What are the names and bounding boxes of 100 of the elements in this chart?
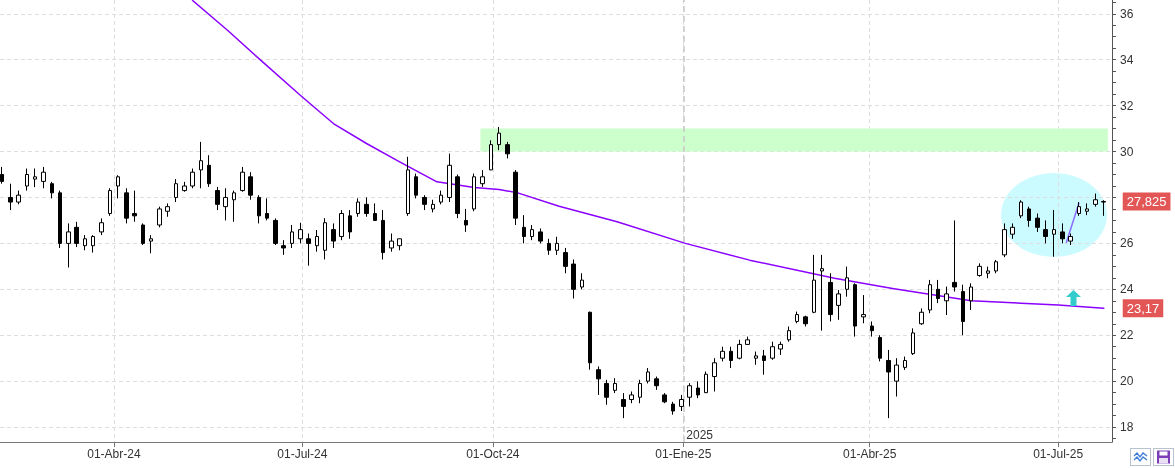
candlestick [315, 229, 319, 253]
candlestick [604, 379, 609, 406]
candlestick [472, 173, 476, 212]
candlestick [124, 187, 129, 224]
y-tick-label: 18 [1120, 420, 1134, 435]
candlestick [348, 209, 352, 240]
candlestick [936, 279, 940, 304]
candlestick [16, 190, 21, 205]
candlestick [621, 392, 626, 419]
candlestick [629, 390, 634, 404]
candlestick [679, 394, 684, 412]
candlestick [770, 341, 775, 361]
candlestick [853, 282, 857, 338]
candlestick [455, 174, 460, 219]
candlestick [513, 169, 518, 226]
candlestick [273, 217, 278, 246]
candlestick [836, 289, 841, 321]
candlestick [331, 222, 336, 249]
candlestick [489, 139, 493, 171]
y-tick-label: 36 [1120, 6, 1134, 21]
candlestick [58, 190, 62, 249]
candlestick [654, 376, 659, 391]
candlestick [1035, 213, 1040, 233]
y-tick-label: 30 [1120, 144, 1134, 159]
candlestick [141, 222, 145, 246]
candlestick [306, 233, 311, 267]
candlestick [50, 181, 54, 199]
candlestick [439, 190, 443, 205]
candlestick [646, 367, 650, 384]
candlestick [265, 197, 269, 221]
candlestick [986, 266, 990, 279]
candlestick [389, 233, 394, 253]
candlestick [547, 238, 551, 256]
candlestick [356, 197, 360, 218]
candlestick [83, 234, 87, 251]
candlestick [795, 311, 799, 324]
candlestick [1052, 209, 1056, 258]
candlestick [1085, 202, 1089, 216]
candlestick [199, 141, 203, 189]
candlestick [886, 349, 891, 419]
y-tick-label: 34 [1120, 52, 1134, 67]
candlestick [207, 154, 211, 188]
candlestick [1043, 219, 1048, 244]
candlestick [662, 392, 667, 404]
candlestick [555, 236, 559, 256]
candlestick [165, 202, 170, 218]
candlestick [0, 166, 4, 185]
annotation: 23,17 [1126, 300, 1160, 316]
candlestick [149, 234, 153, 254]
candlestick [174, 178, 178, 203]
candlestick [961, 284, 965, 336]
candlestick [132, 190, 137, 223]
candlestick [1010, 222, 1015, 240]
candlestick [323, 217, 327, 260]
candlestick [339, 209, 344, 241]
candlestick [729, 346, 733, 369]
candlestick [820, 254, 824, 332]
candlestick [406, 156, 410, 217]
candlestick [397, 238, 402, 251]
candlestick [190, 168, 195, 189]
candlestick [969, 282, 973, 311]
candlestick [1101, 199, 1106, 217]
y-tick-label: 32 [1120, 98, 1134, 113]
candlestick [563, 247, 568, 274]
candlestick [422, 194, 427, 211]
candlestick [538, 227, 543, 244]
candlestick [1019, 199, 1023, 219]
line-series [191, 0, 1105, 310]
candlestick [157, 206, 162, 228]
candlestick [762, 349, 766, 376]
candlestick [870, 320, 874, 338]
candlestick [215, 186, 220, 211]
candlestick [66, 222, 71, 268]
candlestick [737, 339, 742, 360]
candlestick [712, 357, 717, 392]
y-tick-label: 26 [1120, 236, 1134, 251]
candlestick [778, 341, 783, 356]
candlestick [91, 234, 95, 254]
x-tick-label: 01-Oct-24 [466, 447, 520, 461]
candlestick [803, 315, 808, 328]
candlestick [1093, 193, 1098, 208]
candlestick [928, 279, 932, 314]
candlestick [257, 194, 261, 224]
candlestick [671, 401, 675, 416]
candlestick [281, 239, 286, 256]
x-tick-label: 01-Jul-25 [1033, 447, 1084, 461]
candlestick [845, 266, 849, 298]
x-tick-label: 01-Abr-25 [843, 447, 897, 461]
candlestick [911, 327, 915, 356]
x-tick-label: 01-Jul-24 [277, 447, 328, 461]
candlestick [861, 294, 866, 324]
candlestick [373, 202, 377, 221]
candlestick [994, 259, 998, 274]
candlestick [240, 166, 245, 193]
candlestick [828, 272, 833, 322]
candlestick [232, 190, 236, 223]
candlestick [812, 254, 816, 314]
x-tick-label: 01-Ene-25 [655, 447, 712, 461]
candlestick [977, 262, 982, 278]
candlestick [497, 126, 501, 151]
